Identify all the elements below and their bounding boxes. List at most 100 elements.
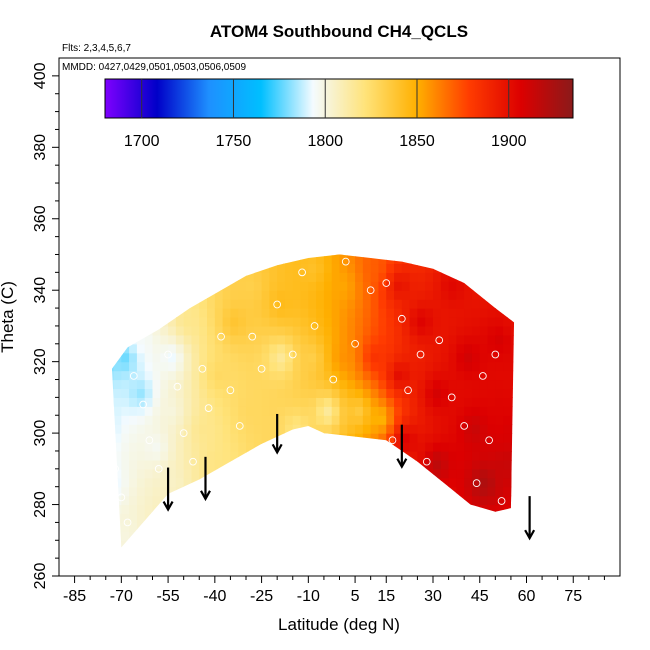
heatmap-cell [175, 468, 185, 479]
heatmap-cell [284, 486, 294, 497]
heatmap-cell [152, 325, 161, 336]
heatmap-cell [261, 281, 270, 291]
heatmap-cell [277, 486, 286, 497]
heatmap-cell [425, 361, 434, 372]
colorbar-tick-label: 1900 [491, 133, 527, 150]
heatmap-cell [479, 522, 489, 532]
heatmap-cell [292, 433, 302, 443]
heatmap-cell [417, 254, 426, 256]
heatmap-cell [285, 549, 293, 559]
heatmap-cell [425, 513, 434, 524]
heatmap-cell [323, 343, 333, 354]
heatmap-cell [222, 540, 232, 548]
heatmap-cell [207, 334, 216, 345]
heatmap-cell [113, 406, 122, 416]
heatmap-cell [111, 379, 115, 390]
heatmap-cell [464, 549, 472, 559]
heatmap-cell [183, 254, 193, 256]
heatmap-cell [214, 477, 224, 488]
heatmap-cell [121, 397, 130, 407]
heatmap-cell [111, 433, 115, 443]
heatmap-cell [433, 406, 442, 416]
x-tick-label: -85 [63, 588, 86, 605]
heatmap-cell [471, 343, 481, 354]
heatmap-cell [269, 343, 278, 354]
heatmap-cell [394, 352, 403, 363]
heatmap-cell [175, 254, 185, 256]
heatmap-cell [207, 522, 216, 532]
heatmap-cell [222, 406, 232, 416]
heatmap-cell [378, 290, 387, 300]
heatmap-cell [230, 549, 238, 559]
heatmap-cell [90, 522, 98, 532]
heatmap-cell [456, 513, 465, 524]
heatmap-cell [479, 379, 489, 390]
heatmap-cell [292, 397, 302, 407]
heatmap-cell [510, 388, 515, 398]
heatmap-cell [75, 433, 83, 443]
heatmap-cell [292, 486, 302, 497]
heatmap-cell [121, 504, 130, 515]
heatmap-cell [347, 549, 355, 559]
heatmap-cell [394, 397, 403, 407]
down-arrow-icon [162, 467, 174, 512]
heatmap-cell [207, 531, 216, 541]
heatmap-cell [323, 540, 333, 548]
heatmap-cell [487, 442, 496, 452]
heatmap-cell [448, 308, 457, 318]
heatmap-cell [316, 254, 325, 265]
sample-point [310, 322, 319, 330]
heatmap-cell [323, 325, 333, 336]
heatmap-cell [191, 308, 200, 318]
heatmap-cell [471, 254, 481, 256]
heatmap-cell [98, 281, 106, 291]
heatmap-cell [82, 540, 90, 550]
heatmap-cell [284, 290, 294, 300]
sample-point [435, 336, 444, 345]
heatmap-cell [347, 290, 356, 300]
heatmap-cell [121, 379, 130, 390]
heatmap-cell [75, 263, 83, 273]
x-tick-label: 45 [471, 588, 489, 605]
heatmap-cell [417, 370, 426, 381]
heatmap-cell [331, 388, 341, 398]
heatmap-cell [144, 459, 154, 470]
heatmap-cell [214, 468, 224, 479]
heatmap-cell [316, 263, 325, 273]
heatmap-cell [136, 352, 146, 363]
heatmap-cell [347, 343, 356, 354]
heatmap-cell [394, 531, 403, 541]
heatmap-cell [284, 254, 294, 265]
heatmap-cell [214, 540, 224, 548]
heatmap-cell [82, 281, 90, 291]
heatmap-cell [160, 397, 169, 407]
heatmap-cell [261, 352, 270, 363]
heatmap-cell [378, 281, 387, 291]
heatmap-cell [144, 513, 154, 524]
heatmap-cell [269, 415, 278, 425]
heatmap-cell [277, 263, 286, 273]
heatmap-cell [284, 388, 294, 398]
heatmap-cell [519, 540, 527, 550]
heatmap-cell [183, 522, 193, 532]
heatmap-cell [519, 272, 527, 282]
heatmap-cell [246, 254, 255, 265]
sample-point [80, 357, 88, 366]
heatmap-cell [510, 308, 515, 318]
heatmap-cell [261, 495, 270, 506]
heatmap-cell [113, 415, 122, 425]
heatmap-cell [191, 540, 200, 548]
heatmap-cell [160, 468, 169, 479]
heatmap-cell [386, 352, 395, 363]
heatmap-cell [339, 397, 348, 407]
sample-point [491, 350, 500, 359]
heatmap-cell [417, 540, 426, 548]
heatmap-cell [183, 281, 193, 291]
heatmap-cell [129, 397, 138, 407]
heatmap-cell [113, 433, 122, 443]
heatmap-cell [456, 254, 465, 256]
heatmap-cell [261, 299, 270, 309]
heatmap-cell [121, 477, 130, 488]
heatmap-cell [136, 263, 146, 273]
heatmap-cell [362, 263, 372, 273]
